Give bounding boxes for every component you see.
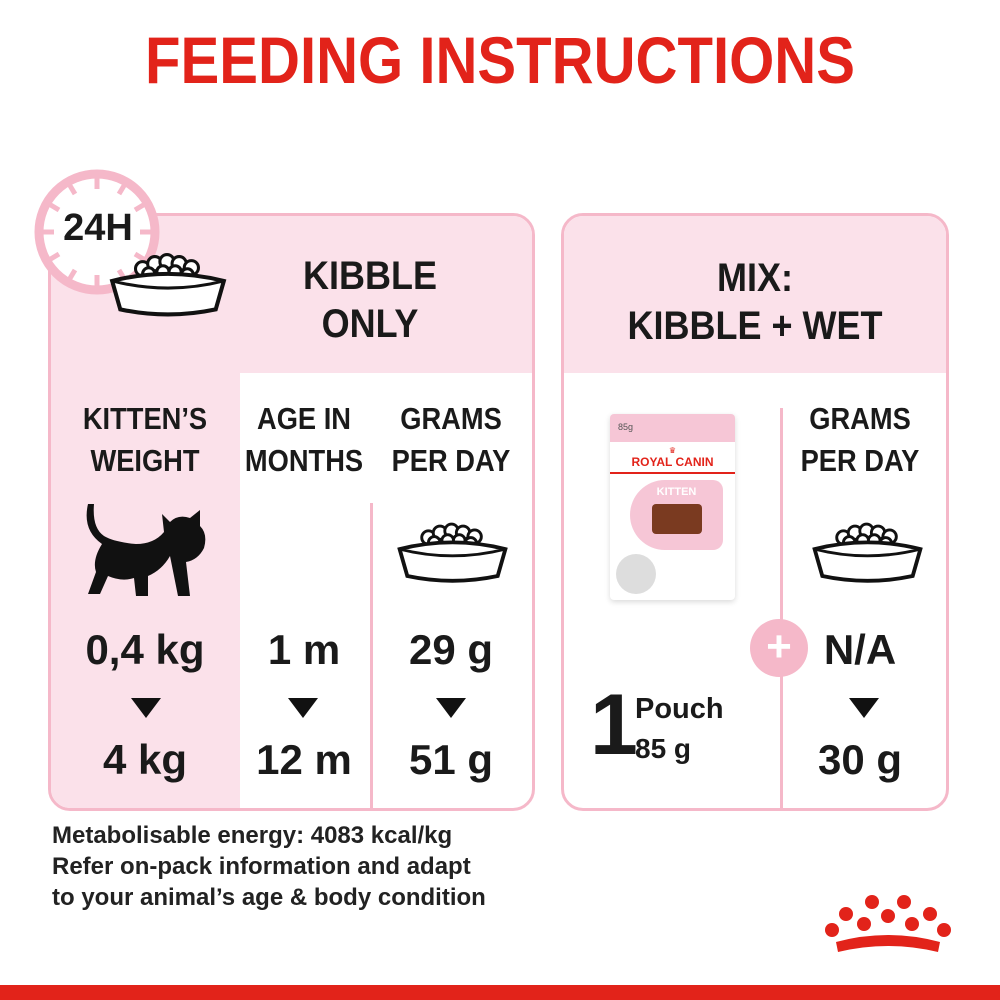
- header-line: MONTHS: [244, 443, 364, 478]
- grams-to: 51 g: [408, 736, 494, 783]
- kitten-icon: [86, 504, 206, 596]
- mix-heading: MIX: KIBBLE + WET: [583, 254, 927, 350]
- age-header: AGE IN MONTHS: [244, 398, 364, 482]
- kibble-only-heading: KIBBLE ONLY: [253, 252, 487, 348]
- pouch-count: 1: [590, 677, 638, 773]
- weight-header: KITTEN’S WEIGHT: [63, 398, 227, 482]
- heading-line: ONLY: [321, 302, 419, 346]
- panel-header: [564, 216, 946, 373]
- mix-grams-from: N/A: [823, 626, 897, 673]
- pouch-unit: Pouch: [635, 693, 724, 725]
- heading-line: MIX:: [717, 256, 793, 300]
- pouch-label: KITTEN: [630, 480, 723, 550]
- pouch-product: KITTEN: [656, 486, 697, 498]
- pouch-image: 85g ♛ ROYAL CANIN KITTEN: [610, 414, 735, 600]
- heading-line: KIBBLE: [302, 254, 437, 298]
- page-title: FEEDING INSTRUCTIONS: [145, 23, 855, 97]
- header-line: GRAMS: [400, 401, 502, 436]
- weight-to: 4 kg: [102, 736, 188, 783]
- mix-grams-to: 30 g: [817, 736, 903, 783]
- kibble-bowl-icon: [102, 248, 234, 320]
- 24h-badge: 24H: [63, 207, 133, 249]
- header-line: PER DAY: [800, 443, 920, 478]
- header-line: GRAMS: [809, 401, 911, 436]
- age-from: 1 m: [267, 626, 341, 673]
- advice-note: to your animal’s age & body condition: [52, 884, 486, 911]
- mix-grams-header: GRAMS PER DAY: [791, 398, 928, 482]
- grams-header: GRAMS PER DAY: [381, 398, 520, 482]
- pouch-brand: ROYAL CANIN: [631, 455, 714, 469]
- arrow-down-icon: [288, 698, 318, 718]
- column-divider: [370, 503, 373, 808]
- cat-image: [616, 554, 656, 594]
- header-line: KITTEN’S: [82, 401, 208, 436]
- kibble-bowl-icon: [805, 518, 930, 586]
- pouch-weight: 85 g: [635, 733, 692, 764]
- weight-from: 0,4 kg: [85, 626, 205, 673]
- royal-canin-crown-logo: [825, 895, 951, 952]
- crown-icon: ♛: [668, 446, 677, 455]
- energy-note: Metabolisable energy: 4083 kcal/kg: [52, 822, 453, 849]
- footnotes: Metabolisable energy: 4083 kcal/kg Refer…: [52, 820, 486, 913]
- brand-stripe: [0, 985, 1000, 1000]
- arrow-down-icon: [131, 698, 161, 718]
- advice-note: Refer on-pack information and adapt: [52, 853, 471, 880]
- pouch-weight-label: 85g: [610, 414, 735, 442]
- header-line: WEIGHT: [90, 443, 200, 478]
- heading-line: KIBBLE + WET: [627, 304, 883, 348]
- age-to: 12 m: [256, 736, 352, 783]
- plus-icon: +: [750, 619, 808, 677]
- food-image: [651, 504, 702, 534]
- header-line: AGE IN: [257, 401, 351, 436]
- kibble-bowl-icon: [390, 518, 515, 586]
- arrow-down-icon: [849, 698, 879, 718]
- header-line: PER DAY: [391, 443, 511, 478]
- arrow-down-icon: [436, 698, 466, 718]
- clock-icon: [34, 169, 160, 295]
- column-divider: [780, 408, 783, 808]
- grams-from: 29 g: [408, 626, 494, 673]
